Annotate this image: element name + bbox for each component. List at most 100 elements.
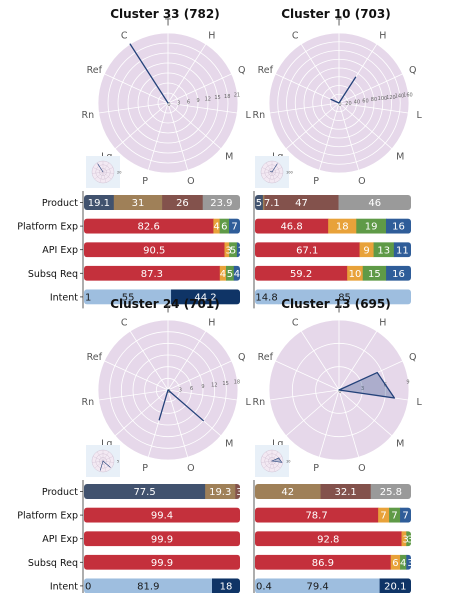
radar-tick-label: 3: [179, 387, 182, 393]
bar-segment: [255, 289, 279, 305]
bar-row: [255, 578, 411, 593]
bar-segment: [406, 531, 411, 547]
radar-axis-label: Q: [409, 352, 416, 363]
bar-row: [84, 484, 240, 499]
bar-value-label: 4: [400, 558, 406, 569]
radar-spoke: [167, 330, 207, 391]
inset-spoke: [268, 171, 273, 183]
inset-spoke: [92, 460, 104, 463]
bar-segment: [328, 218, 357, 234]
bar-segment: [347, 265, 364, 281]
row-label: Intent: [50, 292, 78, 303]
bar-segment: [255, 484, 321, 499]
inset-spoke: [271, 451, 279, 462]
bar-value-label: 20.1: [384, 582, 406, 593]
radar-tick-label: 21: [234, 92, 240, 98]
bar-value-label: 19: [365, 222, 378, 233]
bar-segment: [84, 554, 240, 570]
bar-segment: [236, 242, 240, 258]
bar-segment: [401, 531, 407, 547]
inset-spoke: [102, 171, 107, 183]
radar-axis-label: C: [292, 317, 299, 328]
bar-segment: [400, 507, 411, 523]
bar-segment: [84, 507, 240, 523]
bar-segment: [359, 242, 374, 258]
bar-segment: [202, 195, 240, 210]
bar-value-label: 4: [220, 269, 226, 280]
bar-row: [84, 578, 240, 593]
inset-tick-label: 100: [286, 171, 293, 175]
stacked-bar-chart: 5 7.1 47 46 46.8 18 19 16 67.1 9 13 11 59.2 10 15 16 14.…: [253, 191, 411, 309]
bar-segment: [255, 265, 348, 281]
bar-value-label: 67.1: [296, 245, 318, 256]
radar-axis-label: L: [246, 110, 252, 121]
cluster-panel-0: Cluster 33 (782)036912151821THQLMOPLgRnR…: [17, 7, 252, 309]
inset-spoke: [271, 460, 281, 469]
bar-segment: [255, 578, 381, 593]
panel-title: Cluster 10 (703): [281, 7, 390, 21]
radar-axis-label: L: [246, 397, 252, 408]
bar-segment: [84, 218, 214, 234]
radar-axis-label: Rn: [253, 397, 266, 408]
radar-axis-label: O: [187, 176, 194, 187]
inset-spoke: [102, 460, 114, 463]
bar-value-label: 9: [363, 245, 369, 256]
bar-segment: [224, 242, 230, 258]
bar-segment: [255, 507, 379, 523]
bar-segment: [85, 289, 172, 305]
radar-tick-label: 6: [190, 386, 193, 392]
bar-value-label: 18: [220, 582, 233, 593]
inset-data-polygon: [269, 163, 278, 173]
radar-tick-label: 12: [205, 97, 211, 103]
bar-value-label: 10: [349, 269, 362, 280]
radar-tick-label: 60: [362, 98, 368, 104]
radar-data-polygon: [129, 43, 169, 104]
bar-row: [84, 507, 240, 523]
radar-tick-label: 3: [361, 386, 364, 392]
radar-tick-label: 15: [222, 381, 228, 387]
radar-spoke: [338, 389, 360, 458]
inset-data-polygon: [270, 457, 283, 463]
radar-axis-label: M: [225, 439, 233, 450]
radar-tick-label: 9: [197, 98, 200, 104]
radar-axis-label: Rn: [253, 110, 266, 121]
bar-value-label: 6: [221, 222, 227, 233]
bar-value-label: 59.2: [290, 269, 312, 280]
radar-tick-label: 100: [378, 96, 388, 102]
bar-row: [84, 195, 240, 210]
radar-axis-label: T: [164, 18, 171, 29]
bar-value-label: 44.2: [194, 293, 216, 304]
panel-title: Cluster 13 (695): [281, 297, 390, 311]
bar-segment: [212, 578, 240, 593]
row-label: Product: [42, 487, 78, 498]
bar-value-label: 14.8: [255, 293, 277, 304]
bar-segment: [400, 554, 407, 570]
bar-value-label: 46: [368, 198, 381, 209]
inset-spoke: [271, 171, 281, 180]
radar-axis-label: C: [121, 30, 128, 41]
bar-value-label: 4: [213, 222, 219, 233]
radar-spoke: [269, 389, 340, 401]
radar-axis-label: Ref: [87, 352, 103, 363]
bar-value-label: 77.5: [133, 487, 155, 498]
radar-axis-label: T: [335, 18, 342, 29]
bar-value-label: 18: [336, 222, 349, 233]
bar-value-label: 16: [392, 222, 405, 233]
radar-spoke: [114, 389, 169, 437]
radar-axis-label: Q: [238, 65, 245, 76]
bar-value-label: 42: [281, 487, 294, 498]
radar-spoke: [338, 330, 378, 391]
radar-chart: 0 3 6 9 12 15 18 T H Q L M O P Lg Rn Ref C: [82, 305, 252, 475]
radar-axis-label: L: [417, 110, 423, 121]
radar-spoke: [104, 360, 169, 391]
inset-spoke: [271, 171, 276, 183]
inset-spoke: [96, 451, 104, 462]
bar-value-label: 7: [231, 222, 237, 233]
bar-segment: [84, 484, 206, 499]
radar-axis-label: T: [164, 305, 171, 316]
bar-segment: [255, 578, 257, 593]
bar-value-label: 7: [380, 511, 386, 522]
bar-segment: [386, 265, 411, 281]
